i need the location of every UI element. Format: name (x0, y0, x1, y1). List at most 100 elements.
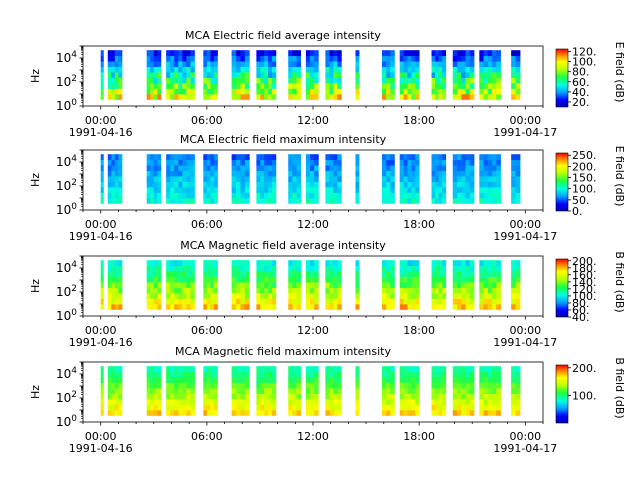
spectrogram-cell (107, 61, 112, 67)
spectrogram-cell (442, 192, 447, 199)
spectrogram-cell (399, 77, 404, 84)
spectrogram-cell (182, 287, 187, 294)
spectrogram-cell (390, 366, 395, 373)
spectrogram-cell (114, 77, 119, 84)
spectrogram-cell (271, 399, 277, 405)
spectrogram-cell (111, 181, 116, 188)
spectrogram-cell (469, 287, 475, 294)
spectrogram-cell (355, 404, 360, 411)
spectrogram-cell (271, 187, 277, 193)
spectrogram-cell (479, 83, 484, 89)
spectrogram-cell (399, 276, 404, 283)
spectrogram-cell (333, 371, 338, 378)
spectrogram-cell (310, 366, 315, 373)
spectrogram-cell (465, 265, 471, 272)
spectrogram-cell (170, 393, 175, 400)
spectrogram-cell (483, 83, 489, 89)
spectrogram-cell (511, 393, 516, 400)
spectrogram-cell (210, 77, 215, 84)
spectrogram-cell (256, 371, 261, 378)
spectrogram-cell (292, 165, 297, 171)
spectrogram-cell (146, 72, 151, 78)
spectrogram-cell (333, 192, 338, 199)
spectrogram-cell (438, 181, 443, 188)
spectrogram-cell (157, 197, 162, 204)
spectrogram-cell (407, 197, 412, 204)
spectrogram-cell (244, 72, 250, 78)
spectrogram-cell (457, 61, 462, 67)
spectrogram-cell (479, 382, 484, 389)
colorbar-tick-label: 60. (572, 304, 590, 317)
spectrogram-cell (496, 377, 501, 383)
spectrogram-cell (457, 154, 462, 161)
spectrogram-cell (390, 170, 395, 177)
spectrogram-cell (314, 55, 319, 62)
spectrogram-cell (271, 165, 277, 171)
y-tick-base: 10 (56, 415, 71, 429)
spectrogram-cell (325, 298, 330, 305)
spectrogram-cell (288, 276, 293, 283)
spectrogram-cell (407, 377, 412, 383)
spectrogram-cell (240, 55, 246, 62)
spectrogram-cell (178, 260, 183, 267)
x-tick-label: 12:00 (297, 114, 329, 127)
spectrogram-cell (407, 181, 412, 188)
spectrogram-cell (231, 77, 237, 84)
spectrogram-cell (496, 276, 501, 283)
spectrogram-cell (483, 159, 489, 166)
y-tick-label: 100 (56, 202, 77, 217)
spectrogram-cell (325, 388, 330, 394)
spectrogram-cell (203, 154, 208, 161)
spectrogram-cell (415, 371, 420, 378)
spectrogram-cell (146, 399, 151, 405)
spectrogram-cell (386, 83, 391, 89)
spectrogram-cell (496, 282, 501, 288)
spectrogram-cell (333, 399, 338, 405)
spectrogram-cell (515, 66, 521, 73)
spectrogram-cell (292, 271, 297, 277)
spectrogram-cell (461, 382, 466, 389)
spectrogram-cell (203, 276, 208, 283)
spectrogram-cell (296, 393, 302, 400)
spectrogram-cell (310, 271, 315, 277)
spectrogram-cell (150, 50, 155, 57)
spectrogram-cell (118, 382, 123, 389)
spectrogram-cell (305, 154, 311, 161)
spectrogram-cell (438, 409, 443, 416)
spectrogram-cell (256, 399, 261, 405)
spectrogram-cell (483, 260, 489, 267)
spectrogram-cell (186, 176, 191, 182)
spectrogram-cell (465, 282, 471, 288)
spectrogram-cell (111, 287, 116, 294)
spectrogram-cell (305, 404, 311, 411)
spectrogram-cell (268, 293, 273, 299)
spectrogram-cell (435, 298, 440, 305)
spectrogram-cell (496, 197, 501, 204)
spectrogram-cell (157, 72, 162, 78)
spectrogram-cell (452, 55, 458, 62)
spectrogram-cell (435, 66, 440, 73)
spectrogram-cell (483, 61, 489, 67)
spectrogram-cell (492, 93, 497, 100)
spectrogram-cell (337, 77, 342, 84)
spectrogram-cell (310, 88, 315, 95)
spectrogram-cell (236, 192, 241, 199)
spectrogram-cell (415, 55, 420, 62)
spectrogram-cell (415, 377, 420, 383)
y-tick-label: 100 (56, 414, 77, 429)
spectrogram-cell (382, 409, 387, 416)
spectrogram-cell (107, 303, 112, 310)
spectrogram-cell (431, 88, 436, 95)
spectrogram-cell (268, 88, 273, 95)
spectrogram-cell (296, 303, 302, 310)
spectrogram-cell (236, 404, 241, 411)
spectrogram-cell (337, 282, 342, 288)
spectrogram-cell (382, 88, 387, 95)
spectrogram-cell (256, 393, 261, 400)
spectrogram-cell (231, 399, 237, 405)
spectrogram-cell (146, 265, 151, 272)
spectrogram-cell (438, 366, 443, 373)
spectrogram-cell (170, 388, 175, 394)
spectrogram-cell (305, 93, 311, 100)
